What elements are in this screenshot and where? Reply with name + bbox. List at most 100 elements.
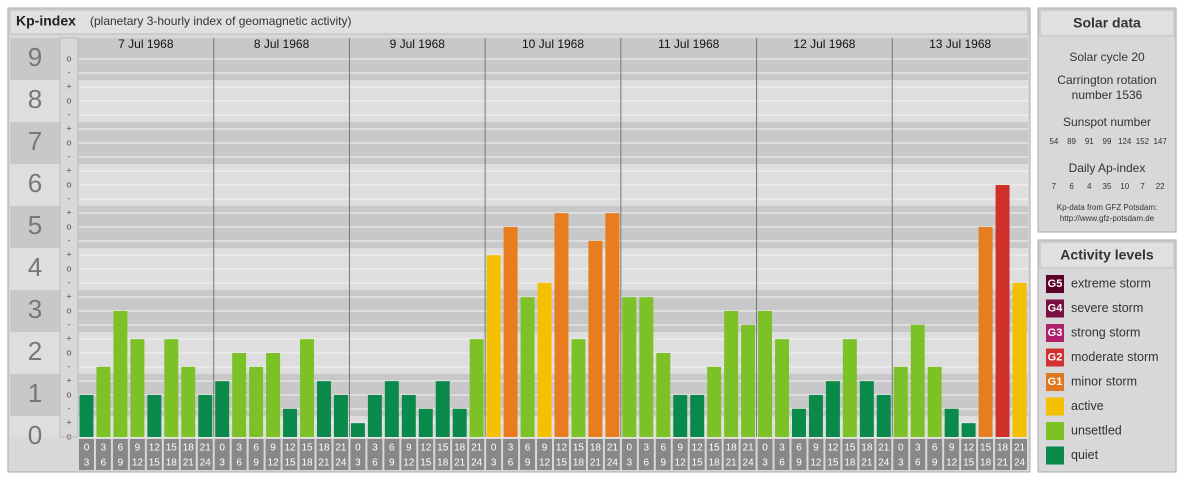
level-swatch: [1046, 422, 1064, 440]
time-label: 3: [219, 458, 225, 469]
bar: [486, 255, 501, 437]
time-box: [316, 439, 332, 470]
minor-label: o: [66, 95, 71, 105]
bar: [130, 339, 145, 437]
bar: [588, 240, 603, 437]
time-label: 12: [539, 458, 551, 469]
time-box: [706, 439, 722, 470]
minor-label: -: [68, 235, 71, 245]
level-name: strong storm: [1071, 325, 1140, 339]
time-box: [825, 439, 841, 470]
time-box: [79, 439, 94, 470]
time-label: 0: [762, 443, 768, 454]
time-label: 9: [660, 458, 666, 469]
solar-title-bar: [1039, 9, 1175, 37]
level-name: extreme storm: [1071, 276, 1151, 290]
source: http://www.gfz-potsdam.de: [1060, 214, 1155, 223]
time-label: 6: [236, 458, 242, 469]
bar: [164, 339, 179, 437]
time-label: 18: [318, 443, 330, 454]
time-label: 3: [236, 443, 242, 454]
time-label: 12: [963, 443, 975, 454]
time-label: 9: [135, 443, 141, 454]
time-label: 12: [268, 458, 280, 469]
level-code: G5: [1048, 278, 1063, 290]
bar: [808, 395, 823, 437]
level-cell: [10, 122, 60, 164]
ap-title: Daily Ap-index: [1069, 161, 1146, 175]
bar: [554, 213, 569, 437]
time-label: 12: [675, 458, 687, 469]
minor-label: +: [66, 165, 71, 175]
carrington: Carrington rotation: [1057, 73, 1156, 87]
bar: [503, 227, 518, 437]
solar-title: Solar data: [1073, 15, 1141, 31]
time-label: 12: [403, 458, 415, 469]
time-label: 21: [878, 443, 890, 454]
minor-label: +: [66, 333, 71, 343]
minor-label: o: [66, 347, 71, 357]
time-box: [1012, 439, 1027, 470]
time-box: [842, 439, 858, 470]
bar: [571, 339, 586, 437]
time-label: 3: [491, 458, 497, 469]
sunspot-value: 152: [1136, 137, 1150, 146]
time-label: 24: [607, 458, 619, 469]
ap-value: 6: [1069, 182, 1074, 191]
time-label: 6: [796, 443, 802, 454]
level-label: 0: [28, 420, 42, 450]
time-label: 9: [796, 458, 802, 469]
time-label: 18: [980, 458, 992, 469]
level-label: 4: [28, 252, 42, 282]
bar: [249, 366, 264, 437]
time-label: 6: [660, 443, 666, 454]
time-box: [876, 439, 892, 470]
time-label: 3: [355, 458, 361, 469]
time-label: 15: [301, 443, 313, 454]
level-label: 3: [28, 294, 42, 324]
time-label: 9: [525, 458, 531, 469]
minor-label: o: [66, 263, 71, 273]
bar: [113, 311, 128, 437]
level-swatch: [1046, 373, 1064, 391]
time-label: 15: [284, 458, 296, 469]
time-box: [587, 439, 603, 470]
time-label: 6: [389, 443, 395, 454]
minor-label: o: [66, 221, 71, 231]
time-label: 6: [101, 458, 107, 469]
time-label: 15: [692, 458, 704, 469]
time-label: 24: [200, 458, 212, 469]
time-label: 24: [471, 458, 483, 469]
time-box: [520, 439, 536, 470]
level-label: 6: [28, 168, 42, 198]
minor-label: o: [66, 389, 71, 399]
time-label: 3: [508, 443, 514, 454]
time-label: 18: [726, 443, 738, 454]
time-label: 18: [861, 443, 873, 454]
bar: [367, 395, 382, 437]
minor-label: +: [66, 417, 71, 427]
level-name: severe storm: [1071, 301, 1143, 315]
time-box: [910, 439, 926, 470]
time-label: 0: [627, 443, 633, 454]
level-label: 5: [28, 210, 42, 240]
time-label: 21: [590, 458, 602, 469]
level-code: G2: [1048, 351, 1063, 363]
time-label: 6: [253, 443, 259, 454]
time-label: 18: [709, 458, 721, 469]
level-swatch: [1046, 299, 1064, 318]
ap-value: 35: [1103, 182, 1112, 191]
bar: [622, 297, 637, 437]
time-label: 24: [335, 458, 347, 469]
minor-label: -: [68, 151, 71, 161]
time-box: [537, 439, 552, 470]
time-label: 21: [454, 458, 466, 469]
levels-title-bar: [1039, 241, 1175, 269]
time-box: [350, 439, 366, 470]
time-box: [435, 439, 451, 470]
bar: [673, 395, 688, 437]
time-label: 9: [932, 458, 938, 469]
time-label: 9: [406, 443, 412, 454]
time-label: 3: [779, 443, 785, 454]
